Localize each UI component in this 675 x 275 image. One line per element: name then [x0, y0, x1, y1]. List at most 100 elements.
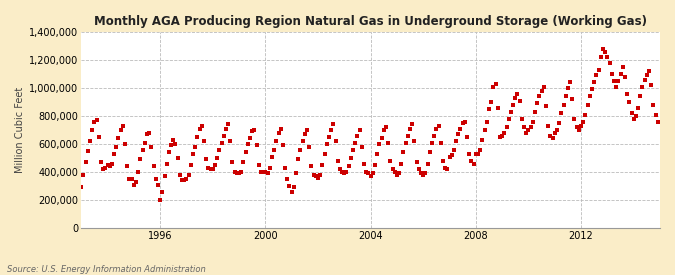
Point — [317, 163, 328, 167]
Point — [411, 160, 422, 164]
Point — [286, 189, 297, 194]
Point — [622, 91, 632, 96]
Point — [91, 118, 102, 122]
Point — [279, 166, 290, 170]
Point — [646, 83, 657, 87]
Point — [385, 159, 396, 163]
Point — [595, 55, 606, 59]
Point — [589, 80, 599, 84]
Point — [113, 136, 124, 141]
Point — [234, 171, 244, 175]
Point — [477, 138, 488, 142]
Point — [497, 133, 508, 138]
Point — [506, 109, 516, 114]
Point — [367, 171, 378, 175]
Point — [551, 128, 562, 132]
Point — [427, 140, 437, 145]
Point — [122, 164, 132, 169]
Point — [238, 160, 249, 164]
Point — [295, 147, 306, 152]
Point — [508, 103, 518, 107]
Point — [514, 98, 525, 103]
Point — [262, 171, 273, 175]
Point — [179, 178, 190, 183]
Point — [308, 173, 319, 177]
Point — [632, 105, 643, 110]
Point — [137, 147, 148, 152]
Point — [532, 101, 543, 106]
Point — [404, 126, 415, 131]
Point — [472, 152, 483, 156]
Point — [194, 126, 205, 131]
Point — [157, 189, 167, 194]
Point — [475, 147, 485, 152]
Point — [504, 117, 514, 121]
Point — [265, 166, 275, 170]
Text: Source: U.S. Energy Information Administration: Source: U.S. Energy Information Administ… — [7, 265, 205, 274]
Point — [446, 153, 457, 157]
Point — [258, 170, 269, 174]
Point — [80, 160, 91, 164]
Point — [273, 131, 284, 135]
Point — [587, 87, 597, 92]
Point — [93, 135, 104, 139]
Point — [501, 125, 512, 129]
Point — [569, 117, 580, 121]
Point — [306, 164, 317, 169]
Point — [339, 171, 350, 175]
Point — [372, 152, 383, 156]
Point — [212, 156, 223, 160]
Point — [221, 126, 232, 131]
Point — [565, 80, 576, 84]
Point — [153, 182, 163, 187]
Point — [337, 170, 348, 174]
Point — [442, 167, 453, 171]
Point — [644, 69, 655, 73]
Point — [468, 161, 479, 166]
Point — [358, 161, 369, 166]
Point — [313, 175, 323, 180]
Point — [328, 122, 339, 127]
Point — [275, 126, 286, 131]
Point — [190, 145, 200, 149]
Point — [304, 145, 315, 149]
Point — [354, 128, 365, 132]
Point — [356, 145, 367, 149]
Point — [462, 135, 472, 139]
Point — [571, 125, 582, 129]
Point — [87, 128, 98, 132]
Point — [223, 122, 234, 127]
Point — [111, 145, 122, 149]
Point — [155, 198, 165, 202]
Point — [481, 119, 492, 124]
Point — [606, 72, 617, 76]
Point — [433, 123, 444, 128]
Point — [525, 125, 536, 129]
Point — [392, 173, 402, 177]
Point — [453, 132, 464, 136]
Point — [135, 157, 146, 162]
Point — [628, 117, 639, 121]
Point — [165, 143, 176, 148]
Point — [146, 145, 157, 149]
Point — [580, 112, 591, 117]
Point — [407, 122, 418, 127]
Point — [109, 152, 119, 156]
Point — [242, 142, 253, 146]
Point — [227, 160, 238, 164]
Point — [618, 65, 628, 69]
Point — [198, 139, 209, 143]
Point — [435, 140, 446, 145]
Point — [133, 170, 144, 174]
Point — [558, 103, 569, 107]
Point — [626, 111, 637, 115]
Point — [492, 105, 503, 110]
Point — [293, 157, 304, 162]
Point — [244, 136, 255, 141]
Point — [396, 161, 407, 166]
Point — [124, 177, 135, 181]
Point — [207, 167, 218, 171]
Point — [326, 128, 337, 132]
Point — [549, 131, 560, 135]
Point — [545, 133, 556, 138]
